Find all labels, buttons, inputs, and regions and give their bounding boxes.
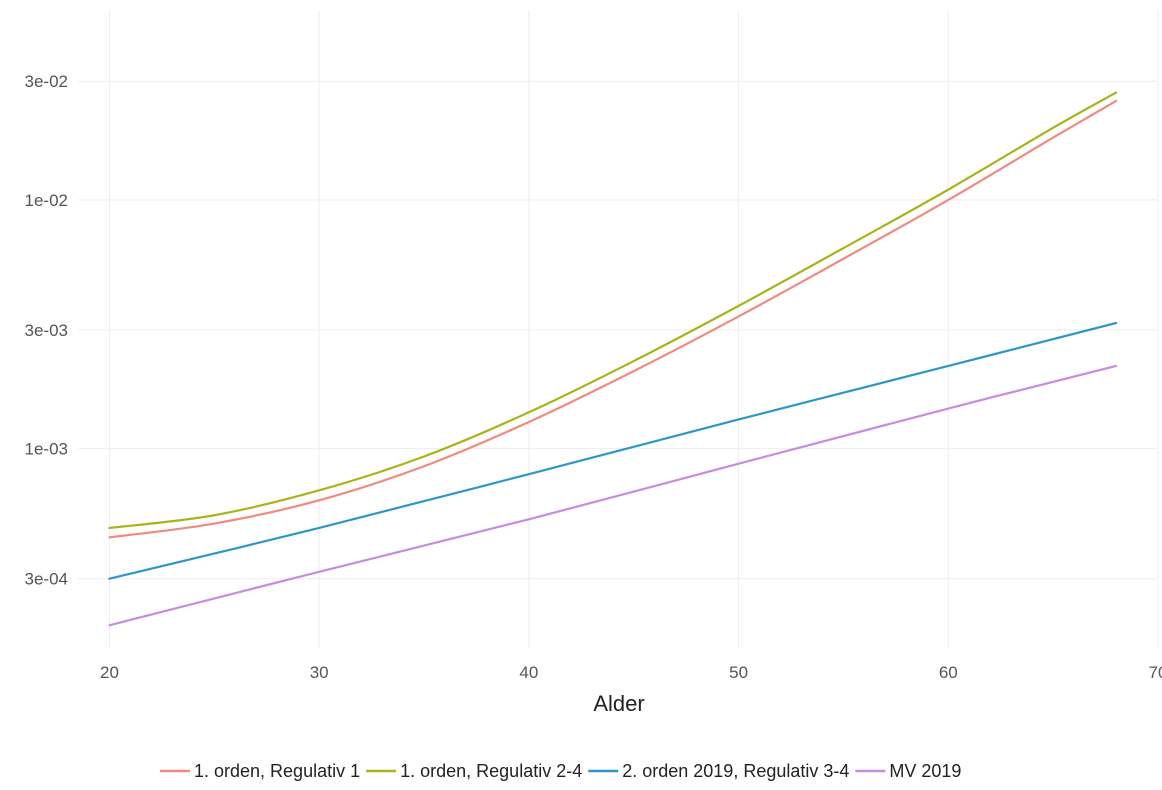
legend-label: MV 2019: [889, 761, 961, 781]
grid-lines: [78, 10, 1159, 648]
x-tick-label: 40: [519, 663, 538, 682]
x-tick-label: 30: [310, 663, 329, 682]
y-tick-label: 1e-02: [25, 191, 68, 210]
y-tick-label: 3e-04: [25, 570, 68, 589]
y-axis-ticks: 3e-04 1e-03 3e-03 1e-02 3e-02: [25, 72, 68, 589]
legend-label: 1. orden, Regulativ 2-4: [400, 761, 582, 781]
legend-label: 2. orden 2019, Regulativ 3-4: [622, 761, 849, 781]
y-tick-label: 1e-03: [25, 440, 68, 459]
x-tick-label: 60: [939, 663, 958, 682]
series-lines: [108, 91, 1118, 627]
y-tick-label: 3e-03: [25, 321, 68, 340]
legend-label: 1. orden, Regulativ 1: [194, 761, 360, 781]
x-tick-label: 20: [100, 663, 119, 682]
x-tick-label: 70: [1149, 663, 1162, 682]
series-line-3: [108, 321, 1118, 580]
y-tick-label: 3e-02: [25, 72, 68, 91]
series-line-2: [108, 91, 1118, 530]
x-tick-label: 50: [729, 663, 748, 682]
legend: 1. orden, Regulativ 1 1. orden, Regulativ…: [160, 761, 961, 781]
x-axis-ticks: 20 30 40 50 60 70: [100, 663, 1162, 682]
series-line-1: [108, 99, 1118, 539]
x-axis-title: Alder: [593, 691, 644, 716]
series-line-4: [108, 364, 1118, 627]
